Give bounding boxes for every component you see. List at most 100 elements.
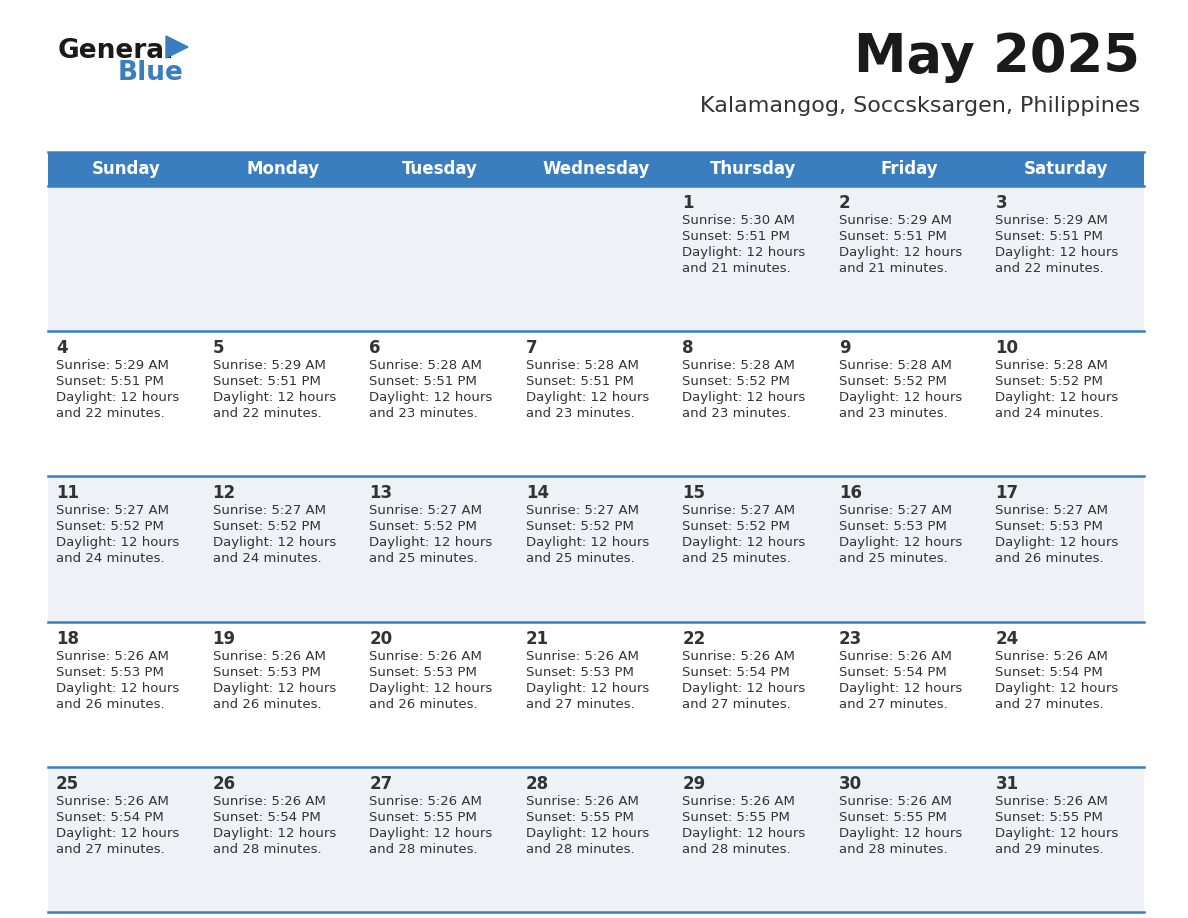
Text: Daylight: 12 hours: Daylight: 12 hours [526, 827, 649, 840]
Text: Sunset: 5:53 PM: Sunset: 5:53 PM [369, 666, 478, 678]
Text: 21: 21 [526, 630, 549, 647]
Text: and 23 minutes.: and 23 minutes. [526, 408, 634, 420]
Text: and 26 minutes.: and 26 minutes. [213, 698, 321, 711]
Text: Sunrise: 5:26 AM: Sunrise: 5:26 AM [839, 650, 952, 663]
Text: Sunrise: 5:28 AM: Sunrise: 5:28 AM [682, 359, 795, 372]
Text: and 24 minutes.: and 24 minutes. [213, 553, 321, 565]
Text: Daylight: 12 hours: Daylight: 12 hours [369, 536, 492, 549]
Text: and 27 minutes.: and 27 minutes. [839, 698, 948, 711]
Text: Sunset: 5:51 PM: Sunset: 5:51 PM [996, 230, 1104, 243]
Text: Sunset: 5:51 PM: Sunset: 5:51 PM [682, 230, 790, 243]
Text: and 28 minutes.: and 28 minutes. [839, 843, 948, 856]
Text: Daylight: 12 hours: Daylight: 12 hours [839, 536, 962, 549]
Text: Sunrise: 5:28 AM: Sunrise: 5:28 AM [526, 359, 639, 372]
Text: and 24 minutes.: and 24 minutes. [996, 408, 1104, 420]
Text: Daylight: 12 hours: Daylight: 12 hours [213, 681, 336, 695]
Text: Daylight: 12 hours: Daylight: 12 hours [682, 827, 805, 840]
Text: Sunrise: 5:27 AM: Sunrise: 5:27 AM [526, 504, 639, 518]
Text: and 28 minutes.: and 28 minutes. [526, 843, 634, 856]
Text: Sunset: 5:51 PM: Sunset: 5:51 PM [369, 375, 478, 388]
Text: 17: 17 [996, 485, 1018, 502]
Text: Monday: Monday [246, 160, 320, 178]
Text: Sunset: 5:54 PM: Sunset: 5:54 PM [213, 811, 321, 823]
Text: and 29 minutes.: and 29 minutes. [996, 843, 1104, 856]
Text: Sunset: 5:52 PM: Sunset: 5:52 PM [369, 521, 478, 533]
Text: Sunset: 5:51 PM: Sunset: 5:51 PM [56, 375, 164, 388]
Text: 23: 23 [839, 630, 862, 647]
Bar [48, 476, 1144, 621]
Text: and 25 minutes.: and 25 minutes. [839, 553, 948, 565]
Text: Sunrise: 5:27 AM: Sunrise: 5:27 AM [682, 504, 795, 518]
Text: 24: 24 [996, 630, 1018, 647]
Text: Sunset: 5:53 PM: Sunset: 5:53 PM [213, 666, 321, 678]
Text: Sunset: 5:52 PM: Sunset: 5:52 PM [526, 521, 633, 533]
Text: and 22 minutes.: and 22 minutes. [56, 408, 165, 420]
Text: Sunrise: 5:26 AM: Sunrise: 5:26 AM [56, 650, 169, 663]
Text: Daylight: 12 hours: Daylight: 12 hours [213, 391, 336, 404]
Text: 8: 8 [682, 339, 694, 357]
Text: 20: 20 [369, 630, 392, 647]
Text: 14: 14 [526, 485, 549, 502]
Text: Sunday: Sunday [91, 160, 160, 178]
Text: Daylight: 12 hours: Daylight: 12 hours [213, 827, 336, 840]
Text: Sunrise: 5:26 AM: Sunrise: 5:26 AM [996, 650, 1108, 663]
Text: Daylight: 12 hours: Daylight: 12 hours [56, 827, 179, 840]
Text: Wednesday: Wednesday [542, 160, 650, 178]
Text: and 27 minutes.: and 27 minutes. [996, 698, 1104, 711]
Text: Daylight: 12 hours: Daylight: 12 hours [526, 391, 649, 404]
Text: Sunrise: 5:26 AM: Sunrise: 5:26 AM [369, 650, 482, 663]
Text: and 25 minutes.: and 25 minutes. [526, 553, 634, 565]
Text: and 28 minutes.: and 28 minutes. [682, 843, 791, 856]
Text: and 26 minutes.: and 26 minutes. [56, 698, 165, 711]
Text: Kalamangog, Soccsksargen, Philippines: Kalamangog, Soccsksargen, Philippines [700, 96, 1140, 116]
Text: Sunset: 5:52 PM: Sunset: 5:52 PM [839, 375, 947, 388]
Text: Saturday: Saturday [1024, 160, 1108, 178]
Text: Sunset: 5:52 PM: Sunset: 5:52 PM [682, 521, 790, 533]
Text: Sunrise: 5:26 AM: Sunrise: 5:26 AM [213, 650, 326, 663]
Text: Daylight: 12 hours: Daylight: 12 hours [56, 536, 179, 549]
Text: Blue: Blue [118, 60, 184, 86]
Text: 5: 5 [213, 339, 225, 357]
Text: Sunset: 5:52 PM: Sunset: 5:52 PM [213, 521, 321, 533]
Text: 2: 2 [839, 194, 851, 212]
Text: 3: 3 [996, 194, 1007, 212]
Bar [48, 621, 1144, 767]
Text: Sunset: 5:53 PM: Sunset: 5:53 PM [526, 666, 633, 678]
Text: Sunrise: 5:26 AM: Sunrise: 5:26 AM [682, 650, 795, 663]
Text: Sunrise: 5:30 AM: Sunrise: 5:30 AM [682, 214, 795, 227]
Text: Sunrise: 5:27 AM: Sunrise: 5:27 AM [213, 504, 326, 518]
Text: Sunset: 5:55 PM: Sunset: 5:55 PM [996, 811, 1104, 823]
Text: Sunset: 5:54 PM: Sunset: 5:54 PM [56, 811, 164, 823]
Text: 22: 22 [682, 630, 706, 647]
Text: Sunrise: 5:26 AM: Sunrise: 5:26 AM [839, 795, 952, 808]
Text: and 21 minutes.: and 21 minutes. [839, 262, 948, 275]
Text: Sunrise: 5:27 AM: Sunrise: 5:27 AM [56, 504, 169, 518]
Text: 6: 6 [369, 339, 380, 357]
Text: Sunrise: 5:27 AM: Sunrise: 5:27 AM [839, 504, 952, 518]
Text: Sunset: 5:52 PM: Sunset: 5:52 PM [996, 375, 1104, 388]
Text: 9: 9 [839, 339, 851, 357]
Text: and 23 minutes.: and 23 minutes. [369, 408, 478, 420]
Text: 28: 28 [526, 775, 549, 793]
Text: Tuesday: Tuesday [402, 160, 478, 178]
Text: and 23 minutes.: and 23 minutes. [839, 408, 948, 420]
Text: Sunrise: 5:26 AM: Sunrise: 5:26 AM [369, 795, 482, 808]
Text: Sunset: 5:51 PM: Sunset: 5:51 PM [526, 375, 633, 388]
Text: 19: 19 [213, 630, 235, 647]
Text: Sunrise: 5:28 AM: Sunrise: 5:28 AM [369, 359, 482, 372]
Text: and 24 minutes.: and 24 minutes. [56, 553, 165, 565]
Text: General: General [58, 38, 175, 64]
Text: and 28 minutes.: and 28 minutes. [213, 843, 321, 856]
Text: Sunrise: 5:26 AM: Sunrise: 5:26 AM [526, 650, 639, 663]
Text: Sunrise: 5:26 AM: Sunrise: 5:26 AM [213, 795, 326, 808]
Text: Sunrise: 5:29 AM: Sunrise: 5:29 AM [56, 359, 169, 372]
Text: Sunrise: 5:26 AM: Sunrise: 5:26 AM [996, 795, 1108, 808]
Text: and 28 minutes.: and 28 minutes. [369, 843, 478, 856]
Text: Daylight: 12 hours: Daylight: 12 hours [996, 681, 1119, 695]
Text: Sunset: 5:55 PM: Sunset: 5:55 PM [526, 811, 633, 823]
Text: Sunrise: 5:26 AM: Sunrise: 5:26 AM [526, 795, 639, 808]
Text: Daylight: 12 hours: Daylight: 12 hours [996, 391, 1119, 404]
Text: Daylight: 12 hours: Daylight: 12 hours [56, 391, 179, 404]
Text: Daylight: 12 hours: Daylight: 12 hours [996, 246, 1119, 259]
Text: and 22 minutes.: and 22 minutes. [213, 408, 321, 420]
